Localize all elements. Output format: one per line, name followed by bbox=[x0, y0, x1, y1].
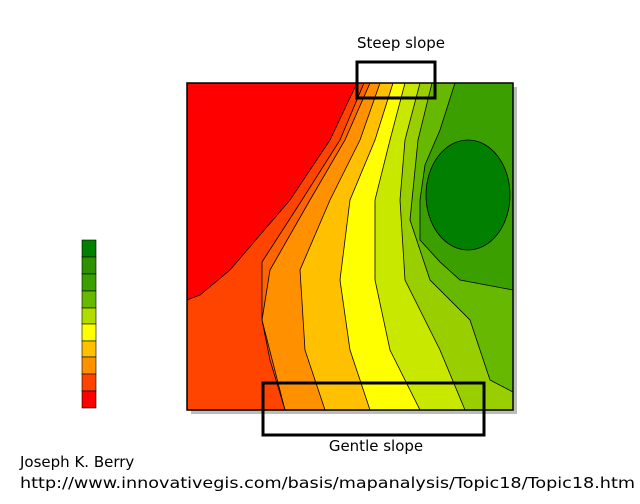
steep-box bbox=[355, 60, 437, 100]
contour-map bbox=[187, 83, 513, 410]
swatch bbox=[81, 340, 97, 358]
gentle-box bbox=[261, 381, 486, 437]
swatch bbox=[81, 390, 97, 409]
band bbox=[425, 139, 511, 251]
swatch bbox=[81, 290, 97, 309]
swatch bbox=[81, 256, 97, 275]
swatch bbox=[81, 323, 97, 342]
gentle-label: Gentle slope bbox=[329, 437, 423, 455]
author: Joseph K. Berry bbox=[19, 453, 134, 471]
source-url: http://www.innovativegis.com/basis/mapan… bbox=[20, 474, 635, 492]
swatch bbox=[81, 356, 97, 375]
steep-label: Steep slope bbox=[357, 34, 445, 52]
swatch bbox=[81, 307, 97, 325]
swatch bbox=[81, 239, 97, 258]
swatch bbox=[81, 373, 97, 392]
swatch bbox=[81, 273, 97, 292]
band bbox=[187, 83, 358, 301]
color-ramp bbox=[81, 239, 97, 409]
map-frame bbox=[186, 82, 514, 411]
